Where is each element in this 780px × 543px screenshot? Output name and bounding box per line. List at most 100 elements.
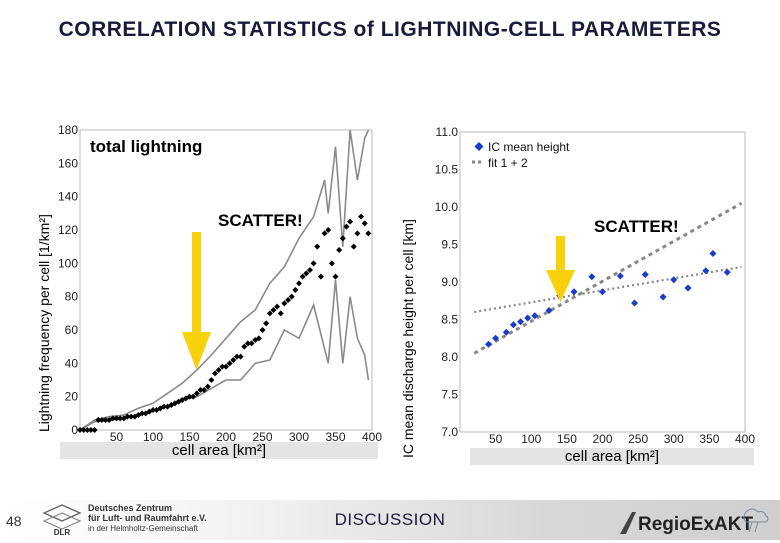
mean-point: [113, 415, 120, 422]
mean-point: [339, 235, 346, 242]
footer-discussion: DISCUSSION: [334, 510, 446, 529]
mean-point: [91, 427, 98, 433]
y-tick-label-1: 7.0: [441, 425, 458, 439]
x-tick-label-0: 150: [179, 430, 199, 444]
ic-height-point: [702, 267, 710, 275]
y-tick-label-1: 10.5: [435, 163, 459, 177]
dlr-line-3: in der Helmholtz-Gemeinschaft: [88, 524, 198, 533]
mean-point: [332, 273, 339, 280]
arrow-head-left: [182, 332, 211, 370]
ic-height-point: [631, 299, 639, 307]
mean-point: [219, 363, 226, 370]
charts: 50 100 150 200 250 300 350 400 0 20 40 60 80 100 120 14…: [58, 123, 755, 446]
y-tick-label-1: 9.0: [441, 275, 458, 289]
mean-point: [150, 407, 156, 413]
ic-height-point: [616, 272, 624, 280]
footer-bar: [0, 500, 780, 540]
mean-point: [230, 357, 237, 363]
dlr-line-2: für Luft- und Raumfahrt e.V.: [88, 513, 207, 523]
mean-point: [241, 343, 248, 350]
mean-point: [139, 410, 146, 417]
legend-label-fit: fit 1 + 2: [488, 156, 528, 170]
fit-line: [474, 265, 742, 314]
mean-point: [98, 417, 105, 423]
cloud-icon: [743, 508, 769, 523]
mean-point: [285, 297, 292, 303]
y-tick-label-0: 160: [58, 156, 78, 170]
x-tick-label-1: 100: [521, 432, 541, 446]
ic-height-point: [485, 340, 492, 348]
mean-point: [343, 223, 350, 230]
legend-label-ic: IC mean height: [488, 140, 570, 154]
dlr-short-label: DLR: [54, 528, 71, 537]
y-tick-label-1: 7.5: [441, 388, 458, 402]
ic-height-point: [531, 312, 539, 320]
mean-point: [259, 327, 266, 333]
x-tick-label-0: 100: [143, 430, 163, 444]
mean-point: [365, 230, 372, 237]
mean-point: [266, 310, 273, 317]
mean-point: [208, 377, 215, 383]
dlr-logo: DLR: [40, 503, 84, 542]
mean-point: [281, 300, 288, 307]
mean-point: [233, 353, 240, 360]
y-tick-label-0: 60: [65, 323, 79, 337]
x-tick-label-0: 200: [216, 430, 236, 444]
left-x-axis-label: cell area [km²]: [60, 442, 378, 459]
x-tick-label-0: 250: [252, 430, 272, 444]
scatter-callout-left: SCATTER!: [218, 211, 303, 230]
x-tick-label-0: 400: [362, 430, 382, 444]
upper-spread-line: [79, 129, 370, 431]
y-tick-label-0: 80: [65, 290, 79, 304]
mean-point: [277, 310, 284, 317]
y-tick-label-0: 120: [58, 223, 78, 237]
legend-marker-ic: [474, 142, 484, 151]
mean-point: [314, 243, 321, 250]
y-tick-label-0: 0: [71, 423, 78, 437]
ic-height-point: [641, 271, 649, 278]
mean-point: [197, 387, 204, 393]
mean-point: [274, 303, 281, 310]
mean-point: [358, 213, 365, 220]
mean-point: [328, 260, 335, 267]
plot-area-0: [79, 129, 373, 431]
x-tick-label-0: 50: [110, 430, 124, 444]
mean-point: [223, 363, 229, 370]
mean-point: [80, 427, 87, 433]
x-tick-label-1: 250: [628, 432, 648, 446]
mean-point: [102, 417, 109, 423]
x-tick-label-1: 400: [735, 432, 755, 446]
mean-point: [299, 273, 306, 280]
ic-height-point: [524, 314, 532, 322]
arrow-shaft-right: [556, 236, 565, 272]
mean-point: [325, 227, 332, 233]
ic-height-point: [670, 276, 678, 284]
mean-point: [77, 427, 83, 433]
ic-height-point: [517, 318, 525, 326]
ic-height-point: [492, 334, 500, 342]
y-tick-label-1: 8.5: [441, 313, 458, 327]
y-tick-label-1: 10.0: [435, 200, 459, 214]
mean-point: [117, 415, 124, 422]
total-lightning-annotation: total lightning: [90, 137, 202, 156]
mean-point: [248, 340, 255, 347]
mean-point: [347, 218, 354, 225]
y-tick-label-1: 11.0: [436, 125, 459, 139]
y-tick-label-1: 8.0: [441, 350, 458, 364]
y-tick-label-0: 20: [65, 390, 79, 404]
ic-height-point: [545, 307, 553, 314]
x-tick-label-1: 200: [592, 432, 612, 446]
ic-height-point: [684, 284, 692, 292]
slide-title: CORRELATION STATISTICS of LIGHTNING-CELL…: [58, 18, 722, 41]
y-tick-label-0: 40: [65, 356, 79, 370]
regio-text: RegioExAKT: [638, 514, 753, 535]
mean-point: [361, 220, 368, 227]
dlr-emblem-icon: DLR: [42, 504, 82, 537]
mean-point: [128, 413, 135, 420]
x-tick-label-0: 300: [289, 430, 309, 444]
y-tick-label-0: 100: [58, 256, 78, 270]
mean-point: [201, 387, 208, 393]
mean-point: [193, 390, 200, 397]
mean-point: [186, 393, 193, 400]
mean-point: [226, 360, 233, 367]
